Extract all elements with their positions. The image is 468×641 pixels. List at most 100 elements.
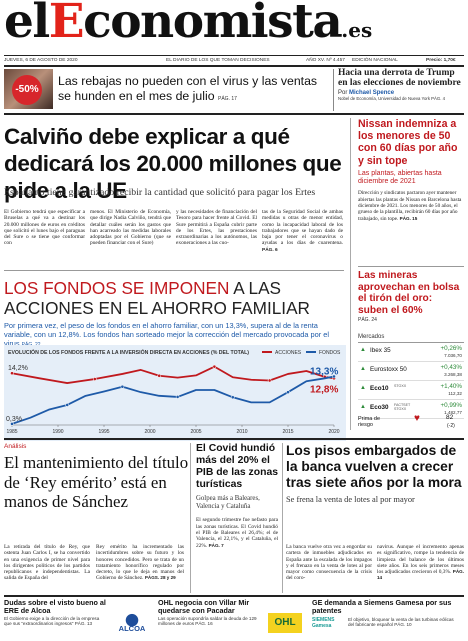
data-point [286,390,290,395]
markets-list: ▲ Ibex 35 +0,26% 7.036,70 ▲ Eurostoxx 50 +0,43… [358,343,464,419]
slogan: EL DIARIO DE LOS QUE TOMAN DECISIONES [166,58,270,63]
king-headline[interactable]: El mantenimiento del título de ‘Rey emér… [4,453,189,511]
masthead-rule-bottom [4,65,464,67]
lead-col-3: y las necesidades de financiación del Te… [176,209,257,247]
heart-icon: ♥ [414,413,420,424]
x-tick-label: 1995 [98,429,109,435]
market-value: 1.482,77 [444,410,462,415]
king-page: PÁGS. 28 y 29 [144,575,176,581]
data-point [212,364,217,369]
market-trend-icon: ▲ [360,404,366,410]
risk-change: (-2) [447,423,455,429]
bottom-divider-2 [282,443,283,593]
market-name: Eco30 [370,404,389,411]
masthead-info-bar: JUEVES, 6 DE AGOSTO DE 2020 EL DIARIO DE… [4,56,464,65]
footer-item[interactable]: OHL negocia con Villar Mir quedarse con … [158,598,308,639]
series-line-fondos [11,375,335,425]
data-point [65,403,70,407]
covid-story[interactable]: El Covid hundió más del 20% el PIB de la… [196,443,278,549]
opinion-byline: Por Michael Spence [338,90,464,96]
footer-logo: SIEMENS Gamesa [312,617,335,629]
market-change: +0,99% [440,402,462,409]
x-tick-label: 2005 [190,429,201,435]
feature-headline-red: LOS FONDOS SE IMPONEN [4,278,230,298]
top-divider [333,69,334,111]
footer-headline: OHL negocia con Villar Mir quedarse con … [158,598,250,616]
footer-headline: GE demanda a Siemens Gamesa por sus pate… [312,598,452,616]
masthead-rule-top [4,55,464,56]
masthead-logo: elEconomista.es [4,0,373,49]
risk-value: 82 [446,414,454,421]
sales-page: PÁG. 17 [217,95,237,102]
footer-rule [4,595,464,597]
repossessed-subhead: Se frena la venta de lotes al por mayor [286,494,415,504]
legend-label: FONDOS [319,350,341,356]
king-col-1: La retirada del título de Rey, que osten… [4,544,90,582]
feature-headline[interactable]: LOS FONDOS SE IMPONEN A LAS ACCIONES EN … [4,278,344,318]
market-tag: STOXX [394,384,407,388]
footer-text: El objetivo, bloquear la venta de las tu… [348,617,454,628]
label-acciones-end: 12,8% [310,384,338,395]
market-trend-icon: ▲ [360,385,366,391]
covid-subhead: Golpea más a Baleares, Valencia y Catalu… [196,495,260,511]
king-col-2: Rey emérito ha incrementado las incertid… [96,544,184,582]
footer-item[interactable]: Dudas sobre el visto bueno al ERE de Alc… [4,598,154,639]
footer-logo: OHL [268,613,302,633]
lead-headline[interactable]: Calviño debe explicar a qué dedicará los… [4,124,342,203]
sales-photo: -50% [4,69,53,109]
market-row[interactable]: ▲ Eurostoxx 50 +0,43% 3.268,38 [358,362,464,381]
market-row[interactable]: ▲ Eco30 FACTSET STOXX +0,99% 1.482,77 [358,400,464,419]
footer-headline: Dudas sobre el visto bueno al ERE de Alc… [4,598,106,616]
feature-rule [4,270,344,271]
mining-page: PÁG. 24 [358,317,377,324]
nissan-page: PÁG. 15 [399,215,418,221]
funds-chart: EVOLUCIÓN DE LOS FONDOS FRENTE A LA INVE… [6,348,341,435]
market-row[interactable]: ▲ Ibex 35 +0,26% 7.036,70 [358,343,464,362]
markets-box: Mercados ▲ Ibex 35 +0,26% 7.036,70 ▲ Eurostox… [358,334,464,430]
footer-logo: ALCOA [112,613,152,637]
bottom-divider-1 [190,443,191,593]
nissan-story[interactable]: Nissan indemniza a los menores de 50 con… [358,118,464,222]
data-point [267,378,272,383]
bottom-rule [4,438,464,440]
opinion-box[interactable]: Hacia una derrota de Trump en las elecci… [338,68,464,102]
footer-item[interactable]: GE demanda a Siemens Gamesa por sus pate… [312,598,462,639]
king-col-2-text: Rey emérito ha incrementado las incertid… [96,544,184,582]
mining-story[interactable]: Las mineras aprovechan en bolsa el tirón… [358,270,464,324]
market-tag: FACTSET STOXX [394,403,411,411]
data-point [10,422,14,426]
risk-label: Prima de riesgo [358,416,381,428]
market-value: 112,32 [448,391,462,396]
market-name: Ibex 35 [370,347,391,354]
lead-subhead: España no tiene garantizado recibir la c… [4,187,316,198]
repossessed-story[interactable]: Los pisos embargados de la banca vuelven… [286,443,464,505]
lead-col-2: menos. El Ministerio de Economía, que di… [90,209,171,247]
covid-page: PÁG. 7 [208,542,224,548]
x-tick-label: 1990 [52,429,63,435]
covid-body: El segundo trimestre fue nefasto para la… [196,517,278,548]
issue-date: JUEVES, 6 DE AGOSTO DE 2020 [4,58,78,63]
repossessed-col-2-text: navirus. Aunque el incremento apenas es … [377,544,464,576]
feature-page: PÁG. 22 [22,342,41,348]
lead-col-4-text: tas de la Seguridad Social de ambas medi… [262,209,343,247]
market-trend-icon: ▲ [360,347,366,353]
analysis-kicker: Análisis [4,443,27,450]
x-tick-label: 2000 [144,429,155,435]
footer-text: Las operación supondría saldar la deuda … [158,616,257,627]
opinion-by: Por [338,89,348,96]
nissan-body: Dirección y sindicatos pactaron ayer man… [358,190,464,222]
right-rule-1 [358,266,464,267]
nissan-body-text: Dirección y sindicatos pactaron ayer man… [358,190,462,222]
footer-text: El Gobierno exige a la dirección de la e… [4,616,100,627]
sales-headline[interactable]: Las rebajas no pueden con el virus y las… [58,74,328,103]
price: Precio: 1,70€ [426,58,456,63]
feature-text: Por primera vez, el peso de los fondos e… [4,321,344,349]
risk-premium: Prima de riesgo ♥ 82 (-2) [358,413,464,430]
covid-headline: El Covid hundió más del 20% el PIB de la… [196,443,278,491]
lead-col-4: tas de la Seguridad Social de ambas medi… [262,209,343,254]
edition: EDICIÓN NACIONAL [352,58,398,63]
market-change: +0,43% [440,364,462,371]
market-row[interactable]: ▲ Eco10 STOXX +1,40% 112,32 [358,381,464,400]
market-name: Eurostoxx 50 [370,366,407,373]
data-point [10,371,14,376]
